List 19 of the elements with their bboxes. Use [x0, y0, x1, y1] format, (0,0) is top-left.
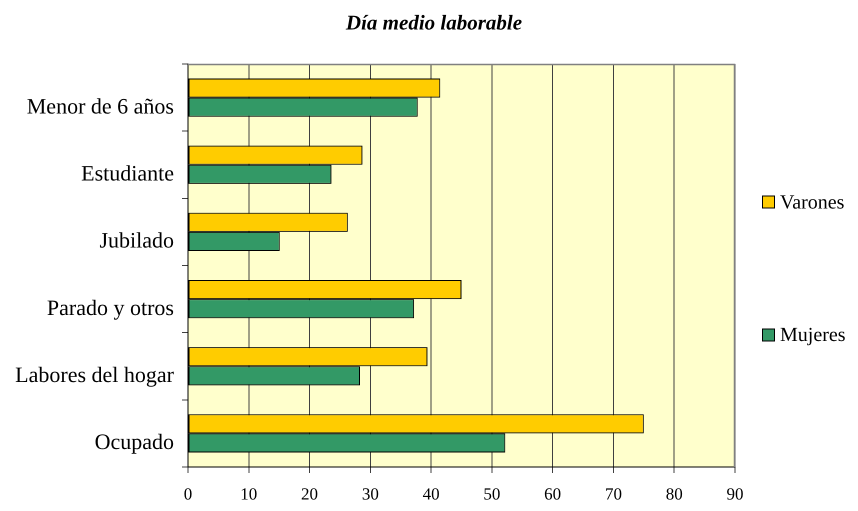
x-tick-label: 0 — [184, 484, 192, 504]
x-tick-label: 80 — [666, 484, 683, 504]
y-tick-label: Estudiante — [81, 160, 174, 186]
x-tick-label: 10 — [240, 484, 258, 504]
x-tick-label: 30 — [362, 484, 379, 504]
y-tick-label: Menor de 6 años — [26, 93, 174, 118]
y-tick-label: Ocupado — [94, 429, 174, 454]
x-tick-label: 70 — [604, 484, 622, 504]
legend-label: Varones — [780, 191, 845, 214]
x-tick-label: 40 — [422, 484, 440, 504]
x-tick-label: 50 — [483, 484, 500, 504]
x-tick-label: 20 — [301, 484, 318, 504]
y-tick-label: Jubilado — [99, 228, 174, 253]
y-tick-label: Parado y otros — [46, 294, 174, 320]
x-tick-label: 60 — [544, 484, 562, 504]
legend-label: Mujeres — [780, 324, 846, 346]
y-tick-label: Labores del hogar — [15, 362, 175, 388]
chart-title: Día medio laborable — [344, 10, 522, 34]
x-tick-label: 90 — [726, 484, 744, 504]
